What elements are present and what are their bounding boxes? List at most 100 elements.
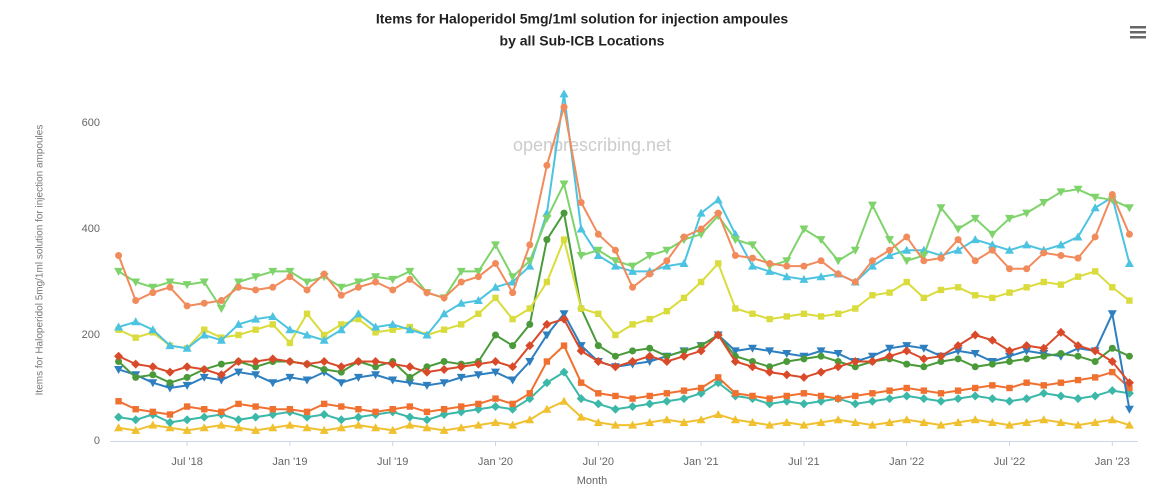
- point: [422, 423, 432, 432]
- menu-icon[interactable]: [1130, 26, 1146, 39]
- point: [269, 406, 276, 413]
- point: [885, 394, 895, 404]
- point: [389, 406, 396, 413]
- point: [1126, 384, 1133, 392]
- point: [389, 326, 396, 333]
- point: [867, 396, 877, 406]
- point: [183, 373, 191, 381]
- point: [902, 415, 912, 424]
- point: [131, 359, 141, 369]
- point: [833, 415, 843, 424]
- point: [218, 408, 225, 416]
- point: [319, 425, 329, 434]
- point: [610, 420, 620, 429]
- x-tick-label: Jan '20: [478, 456, 513, 468]
- point: [970, 350, 980, 359]
- point: [559, 314, 569, 324]
- point: [989, 382, 996, 389]
- point: [165, 423, 175, 432]
- point: [1022, 347, 1032, 356]
- point: [970, 415, 980, 424]
- point: [679, 351, 689, 361]
- menu-bar[interactable]: [1130, 31, 1146, 34]
- menu-bar[interactable]: [1130, 36, 1146, 39]
- point: [816, 347, 826, 356]
- point: [730, 236, 740, 245]
- point: [559, 367, 569, 377]
- point: [817, 352, 825, 360]
- point: [1022, 240, 1032, 249]
- point: [1057, 252, 1065, 259]
- point: [1074, 352, 1082, 360]
- point: [268, 267, 278, 276]
- point: [1023, 284, 1030, 291]
- point: [782, 417, 792, 426]
- point: [1124, 378, 1134, 388]
- point: [492, 395, 499, 402]
- point: [902, 342, 912, 351]
- point: [645, 358, 655, 366]
- point: [662, 396, 672, 406]
- point: [542, 404, 552, 413]
- point: [1023, 355, 1031, 363]
- point: [1006, 265, 1013, 273]
- point: [252, 326, 259, 333]
- point: [148, 325, 158, 334]
- point: [696, 415, 706, 424]
- menu-bar[interactable]: [1130, 26, 1146, 29]
- point: [132, 297, 140, 305]
- point: [371, 423, 381, 432]
- point: [1056, 188, 1066, 197]
- point: [577, 199, 585, 206]
- point: [902, 245, 912, 254]
- point: [319, 410, 329, 419]
- point: [114, 351, 124, 361]
- point: [937, 390, 945, 397]
- point: [526, 320, 534, 328]
- chart-subtitle: by all Sub-ICB Locations: [500, 33, 665, 49]
- point: [1073, 394, 1083, 404]
- point: [182, 281, 192, 290]
- point: [766, 363, 774, 371]
- point: [852, 392, 859, 400]
- point: [1005, 214, 1014, 223]
- series: [114, 396, 1134, 434]
- series: [115, 103, 1133, 310]
- point: [577, 305, 585, 312]
- x-axis-label: Month: [577, 475, 608, 487]
- point: [456, 423, 466, 432]
- point: [782, 350, 792, 359]
- point: [1056, 391, 1066, 401]
- point: [610, 404, 620, 414]
- point: [302, 359, 312, 369]
- point: [696, 346, 706, 356]
- point: [303, 310, 311, 317]
- point: [1091, 233, 1099, 241]
- point: [132, 406, 139, 413]
- point: [543, 236, 551, 244]
- point: [645, 417, 655, 426]
- point: [199, 412, 209, 422]
- x-tick-label: Jul '22: [994, 456, 1025, 468]
- point: [303, 286, 311, 294]
- point: [200, 299, 208, 307]
- point: [886, 289, 893, 296]
- point: [492, 259, 499, 267]
- point: [662, 415, 672, 424]
- point: [713, 330, 723, 340]
- point: [697, 342, 705, 350]
- point: [1005, 396, 1014, 406]
- point: [355, 406, 362, 413]
- point: [833, 257, 843, 266]
- point: [576, 346, 586, 356]
- y-tick-label: 0: [94, 435, 100, 447]
- point: [1040, 382, 1047, 389]
- point: [201, 406, 208, 413]
- point: [492, 294, 499, 302]
- point: [269, 283, 277, 291]
- point: [987, 417, 997, 426]
- point: [1109, 368, 1116, 376]
- point: [920, 363, 928, 371]
- point: [816, 417, 826, 426]
- point: [422, 415, 432, 425]
